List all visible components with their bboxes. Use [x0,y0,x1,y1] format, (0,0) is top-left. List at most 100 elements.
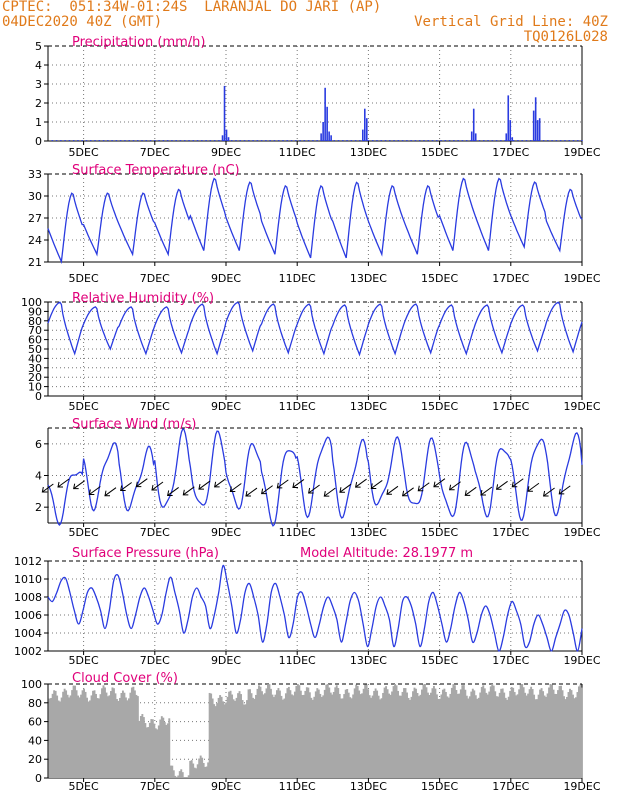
cloud-bar [510,687,513,778]
cloud-bar [196,764,199,778]
cloud-bar [293,691,296,778]
precip-bar [213,140,216,141]
cloud-bar [123,692,126,778]
x-tick-label: 19DEC [563,780,600,793]
y-tick-label: 21 [28,256,42,269]
precip-bar [511,137,514,141]
precip-bar [521,140,523,141]
y-tick-label: 33 [28,168,42,181]
y-tick-label: 50 [28,343,42,356]
series-line-temp [47,177,583,265]
precip-bar [72,140,75,141]
cloud-bar [310,697,313,778]
precip-bar [81,140,83,141]
precip-bar [90,140,92,141]
cloud-bar [115,699,118,778]
y-tick-label: 1008 [14,591,42,604]
cloud-bar [488,691,491,778]
wind-arrow [73,480,85,490]
cloud-bar [105,692,108,778]
cloud-bar [513,692,516,778]
cloud-bar [244,704,247,778]
cloud-bar [415,688,417,778]
x-tick-label: 15DEC [421,780,458,793]
cloud-bar [75,690,78,778]
cloud-bar [296,684,299,778]
cloud-bar [186,777,189,778]
wind-arrow-head [402,490,408,497]
y-tick-label: 0 [35,390,42,403]
wind-arrow-head [339,487,345,493]
precip-bar [286,140,289,141]
precip-bar [303,140,306,141]
cloud-bar [124,697,127,778]
precip-bar [572,140,575,141]
cloud-bar [494,691,497,778]
cloud-bar [151,719,154,778]
precip-bar [51,140,54,141]
precip-bar [418,140,421,141]
precip-bar [547,140,549,141]
precip-bar [94,140,96,141]
cloud-bar [397,690,399,778]
cloud-bar [198,758,201,778]
wind-arrow [245,487,258,497]
cloud-bar [560,685,562,778]
cloud-bar [202,762,205,778]
precip-bar [154,140,156,141]
precip-bar [243,140,246,141]
cloud-bar [424,684,426,778]
cloud-bar [558,686,561,778]
precip-bar [397,140,400,141]
cloud-bar [546,693,549,778]
cloud-bar [220,696,223,778]
cloud-bar [566,696,568,778]
cloud-bar [515,695,518,778]
wind-arrow [543,487,555,497]
x-tick-label: 15DEC [421,272,458,285]
cloud-bar [286,688,289,778]
x-tick-label: 13DEC [350,400,387,413]
cloud-bar [290,694,293,778]
cloud-bar [238,691,241,778]
precip-bar [119,140,122,141]
cloud-bar [322,695,325,778]
cloud-bar [343,694,346,778]
cloud-bar [189,760,192,778]
cloud-bar [435,694,438,778]
cloud-bar [305,687,308,778]
cloud-bar [432,686,435,778]
cloud-bar [205,766,208,778]
cloud-bar [355,684,358,778]
cloud-bar [130,687,133,778]
wind-arrow-head [214,481,220,488]
x-tick-label: 17DEC [492,654,529,667]
cloud-bar [59,701,62,778]
precip-bar [491,140,494,141]
y-tick-label: 10 [28,381,42,394]
cloud-bar [570,690,573,778]
cloud-bar [256,688,259,778]
cloud-bar [356,685,359,778]
precip-bar [508,140,511,141]
cloud-bar [223,704,226,778]
y-tick-label: 30 [28,362,42,375]
cloud-bar [250,693,253,778]
precip-bar [474,133,477,141]
wind-arrow-head [276,482,283,489]
precip-bar [248,140,250,141]
wind-arrow-head [448,484,455,491]
precip-bar [179,140,182,141]
cloud-bar [178,771,181,778]
cloud-bar [292,695,295,778]
wind-arrow-head [261,488,267,495]
precip-bar [555,140,558,141]
cloud-bar [455,689,458,778]
precip-bar [111,140,113,141]
cloud-bar [440,694,443,778]
cloud-bar [389,694,392,778]
precip-bar [483,140,485,141]
precip-bar [436,140,438,141]
precip-bar [269,140,271,141]
